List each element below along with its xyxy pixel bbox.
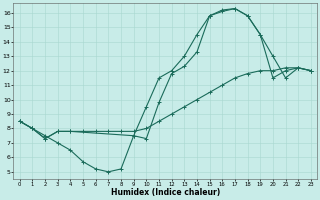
X-axis label: Humidex (Indice chaleur): Humidex (Indice chaleur) (111, 188, 220, 197)
